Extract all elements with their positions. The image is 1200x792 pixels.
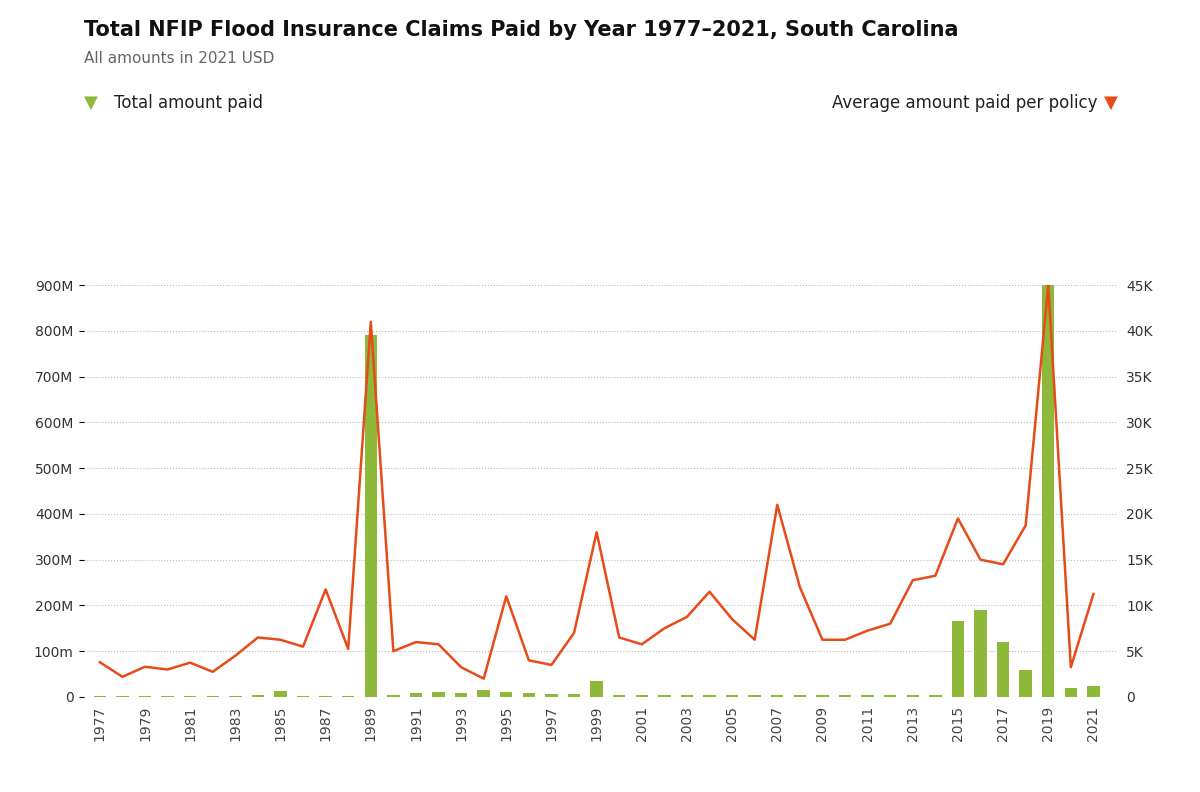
Bar	[206, 696, 218, 697]
Text: All amounts in 2021 USD: All amounts in 2021 USD	[84, 51, 275, 67]
Bar	[116, 696, 128, 697]
Bar	[500, 692, 512, 697]
Bar	[545, 695, 558, 697]
Bar	[296, 696, 310, 697]
Bar	[772, 695, 784, 697]
Bar	[161, 696, 174, 697]
Bar	[884, 695, 896, 697]
Text: Total amount paid: Total amount paid	[114, 94, 263, 112]
Bar	[1020, 669, 1032, 697]
Bar	[974, 610, 986, 697]
Bar	[1087, 686, 1099, 697]
Bar	[658, 695, 671, 697]
Bar	[590, 681, 602, 697]
Bar	[862, 695, 874, 697]
Bar	[523, 693, 535, 697]
Text: Average amount paid per policy: Average amount paid per policy	[833, 94, 1098, 112]
Bar	[568, 695, 581, 697]
Bar	[342, 696, 354, 697]
Bar	[749, 695, 761, 697]
Bar	[319, 696, 332, 697]
Bar	[929, 695, 942, 697]
Bar	[365, 336, 377, 697]
Bar	[906, 695, 919, 697]
Bar	[275, 691, 287, 697]
Bar	[997, 642, 1009, 697]
Bar	[409, 693, 422, 697]
Bar	[726, 695, 738, 697]
Bar	[229, 696, 241, 697]
Bar	[478, 690, 490, 697]
Bar	[952, 622, 964, 697]
Bar	[252, 695, 264, 697]
Bar	[388, 695, 400, 697]
Text: Total NFIP Flood Insurance Claims Paid by Year 1977–2021, South Carolina: Total NFIP Flood Insurance Claims Paid b…	[84, 20, 959, 40]
Bar	[816, 695, 829, 697]
Bar	[839, 695, 851, 697]
Bar	[94, 696, 106, 697]
Text: ▼: ▼	[1104, 94, 1118, 112]
Bar	[432, 692, 445, 697]
Bar	[1064, 687, 1078, 697]
Bar	[455, 693, 467, 697]
Bar	[184, 696, 197, 697]
Bar	[1042, 285, 1055, 697]
Bar	[636, 695, 648, 697]
Bar	[703, 695, 715, 697]
Bar	[139, 695, 151, 697]
Bar	[680, 695, 694, 697]
Bar	[793, 695, 806, 697]
Bar	[613, 695, 625, 697]
Text: ▼: ▼	[84, 94, 98, 112]
